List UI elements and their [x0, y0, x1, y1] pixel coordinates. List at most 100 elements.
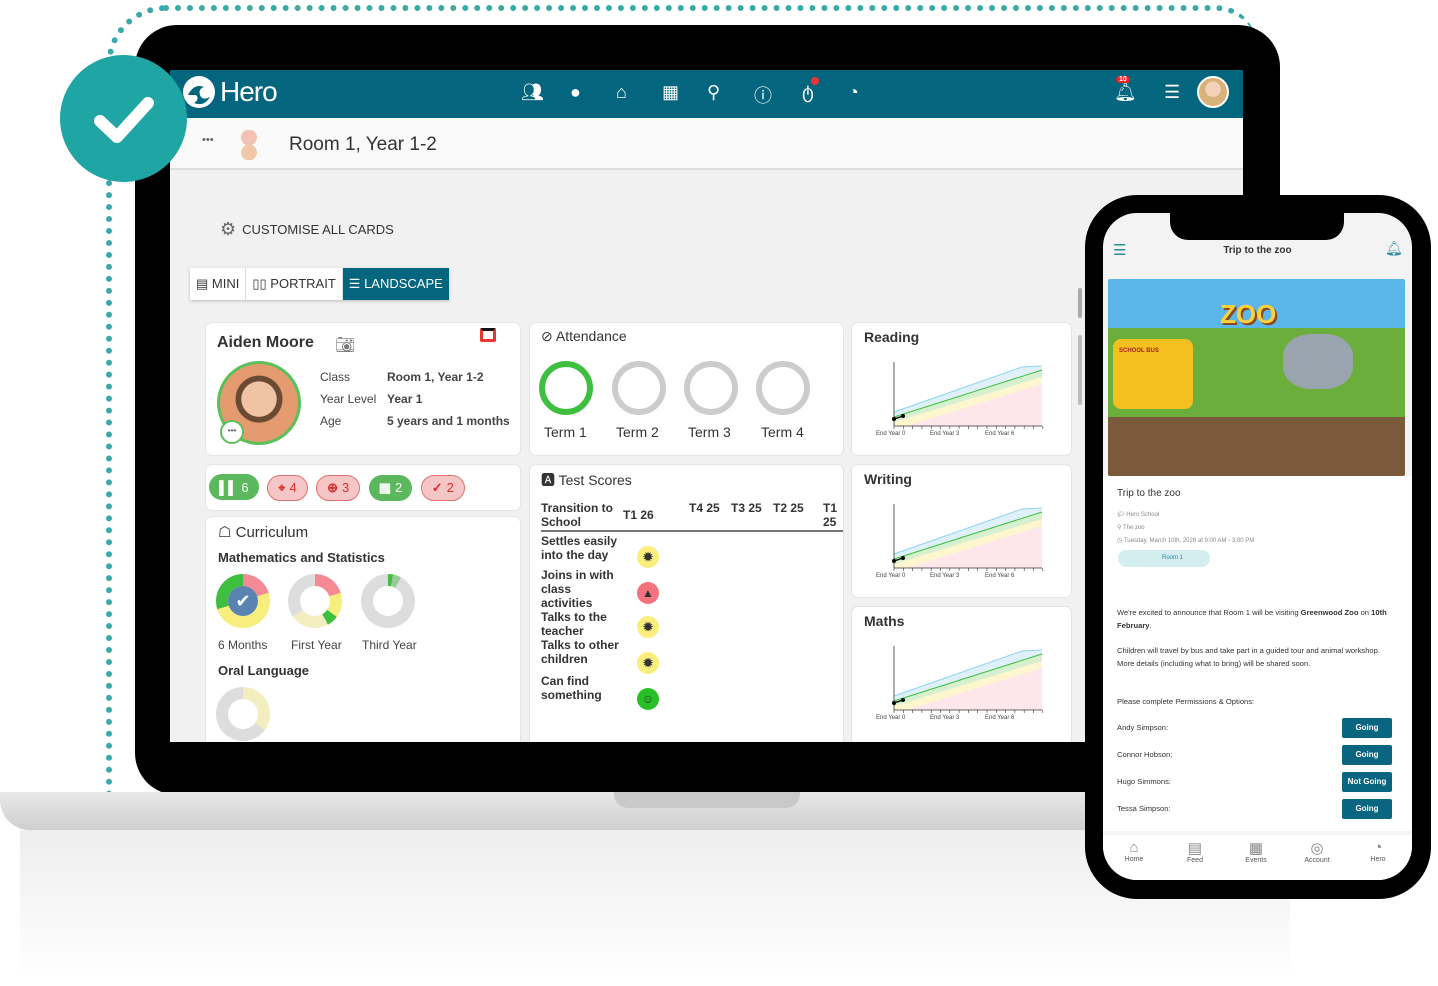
donut-6-months[interactable]: ✔: [216, 574, 270, 628]
calendar-icon[interactable]: ▦: [662, 82, 680, 102]
donut-label: First Year: [291, 638, 342, 652]
people-icon[interactable]: 👥︎: [521, 82, 544, 102]
school-icon: 🎓︎: [1117, 512, 1125, 518]
menu-icon[interactable]: ☰: [1113, 242, 1127, 259]
badge-grid[interactable]: ▦ 2: [368, 474, 413, 501]
notification-badge: 10: [1116, 76, 1130, 83]
student-fields: Class Room 1, Year 1-2 Year Level Year 1 A…: [320, 370, 510, 428]
donut-oral-language[interactable]: [216, 687, 270, 741]
view-portrait-button[interactable]: ▯▯ PORTRAIT: [246, 268, 343, 300]
permission-status-button[interactable]: Going: [1342, 745, 1392, 765]
nav-hero[interactable]: ◔ Hero: [1353, 839, 1403, 863]
progress-title: Maths: [864, 613, 905, 629]
badge-goals[interactable]: ⌖ 4: [267, 474, 308, 501]
progress-card-writing: Writing End Year 0 End Year 3 End Year 6: [852, 465, 1071, 597]
permissions-heading: Please complete Permissions & Options:: [1117, 697, 1255, 706]
test-scores-table: Transition to School T1 26 T4 25 T3 25 T2 2…: [541, 501, 843, 710]
camera-icon[interactable]: 📷︎: [335, 337, 356, 354]
nav-events[interactable]: ▦ Events: [1231, 839, 1281, 864]
scrollbar[interactable]: [1078, 335, 1082, 405]
student-name: Aiden Moore: [217, 334, 314, 351]
permission-status-button[interactable]: Going: [1342, 799, 1392, 819]
permission-name: Tessa Simpson:: [1117, 804, 1171, 813]
grid-icon: ▦: [378, 479, 392, 495]
help-icon[interactable]: ⓘ: [754, 86, 772, 106]
laptop-shadow: [20, 830, 1290, 980]
attendance-ring-term-2[interactable]: [612, 361, 666, 415]
term-label: Term 2: [616, 424, 659, 440]
view-toggle: ▤ MINI ▯▯ PORTRAIT ☰ LANDSCAPE: [190, 268, 449, 300]
line-green: [893, 653, 1043, 702]
donut-third-year[interactable]: [361, 574, 415, 628]
attendance-ring-term-3[interactable]: [684, 361, 738, 415]
score-yellow-icon: ✹: [637, 616, 659, 638]
badge-medical[interactable]: ⊕ 3: [316, 474, 361, 501]
home-icon[interactable]: ⌂: [616, 82, 627, 102]
app-header: Hero 👥︎ ● ⌂ ▦ ⚲ ⓘ ტ ◔ 🔔︎ 10 ☰: [170, 70, 1243, 118]
event-title: Trip to the zoo: [1117, 488, 1181, 499]
phone-notch: [1170, 213, 1344, 240]
permission-status-button[interactable]: Not Going: [1342, 772, 1392, 792]
nav-feed[interactable]: ▤ Feed: [1170, 839, 1220, 864]
band-red: [907, 384, 1042, 426]
export-icon[interactable]: [480, 328, 496, 342]
permission-name: Andy Simpson:: [1117, 723, 1169, 732]
x-tick-label: End Year 0: [876, 573, 906, 579]
nav-account[interactable]: ◎ Account: [1292, 839, 1342, 864]
phone-title: Trip to the zoo: [1223, 245, 1292, 256]
account-icon: ◎: [1310, 840, 1324, 857]
student-point: [901, 556, 905, 560]
person-icon[interactable]: ●: [570, 82, 581, 102]
line-green: [893, 369, 1043, 418]
elephant: [1283, 334, 1353, 389]
scores-icon: 🅰︎: [541, 472, 555, 488]
student-point: [892, 417, 896, 421]
score-green-icon: ☺: [637, 688, 659, 710]
search-icon[interactable]: ⚲: [707, 82, 721, 102]
progress-chart: End Year 0 End Year 3 End Year 6: [876, 504, 1044, 579]
x-tick-label: End Year 0: [876, 715, 906, 721]
table-row: Talks to the teacher ✹: [541, 610, 843, 638]
score-yellow-icon: ✹: [637, 652, 659, 674]
user-avatar[interactable]: [1197, 76, 1229, 108]
view-mini-button[interactable]: ▤ MINI: [190, 268, 247, 300]
details-text: Children will travel by bus and take par…: [1117, 646, 1380, 668]
hero-logo-icon[interactable]: ◔: [848, 82, 859, 102]
menu-icon[interactable]: ☰: [1164, 82, 1181, 102]
subject-maths: Mathematics and Statistics: [218, 550, 385, 565]
location-icon: ⚲: [1117, 525, 1122, 531]
donut-label: 6 Months: [218, 638, 268, 652]
bell-icon[interactable]: 🔔︎: [1385, 240, 1403, 256]
badge-checks[interactable]: ✓ 2: [420, 474, 465, 501]
progress-chart: End Year 0 End Year 3 End Year 6: [876, 362, 1044, 437]
laptop-notch: [614, 792, 800, 808]
donut-first-year[interactable]: [288, 574, 342, 628]
clock-icon: ◷: [1117, 538, 1123, 544]
attendance-ring-term-1[interactable]: [539, 361, 593, 415]
permission-name: Hugo Simmons:: [1117, 777, 1172, 786]
event-school: 🎓︎ Hero School: [1117, 512, 1160, 518]
bell-icon[interactable]: 🔔︎ 10: [1114, 76, 1137, 102]
hero-logo-icon: [183, 76, 215, 108]
customise-cards-button[interactable]: ⚙ CUSTOMISE ALL CARDS: [220, 219, 394, 240]
nav-home[interactable]: ⌂ Home: [1109, 839, 1159, 863]
x-tick-label: End Year 3: [930, 715, 960, 721]
progress-title: Writing: [864, 471, 912, 487]
laptop-screen: Hero 👥︎ ● ⌂ ▦ ⚲ ⓘ ტ ◔ 🔔︎ 10 ☰ ••• Room 1,…: [170, 70, 1243, 742]
photo-more-button[interactable]: •••: [220, 420, 244, 444]
checkmark-icon: [60, 55, 187, 182]
more-button[interactable]: •••: [202, 134, 214, 146]
permission-status-button[interactable]: Going: [1342, 718, 1392, 738]
badge-books[interactable]: ▌▌ 6: [209, 474, 259, 500]
fire-icon[interactable]: ტ: [802, 77, 819, 103]
group-chip[interactable]: Room 1: [1118, 550, 1210, 567]
attendance-ring-term-4[interactable]: [756, 361, 810, 415]
view-landscape-button[interactable]: ☰ LANDSCAPE: [342, 268, 449, 300]
hero-logo[interactable]: Hero: [182, 75, 278, 109]
target-icon: ⌖: [278, 479, 286, 495]
score-red-icon: ▲: [637, 582, 659, 604]
scrollbar[interactable]: [1078, 288, 1082, 318]
student-point: [892, 559, 896, 563]
curriculum-icon: ☖: [218, 524, 232, 541]
line-blue: [893, 649, 1043, 697]
